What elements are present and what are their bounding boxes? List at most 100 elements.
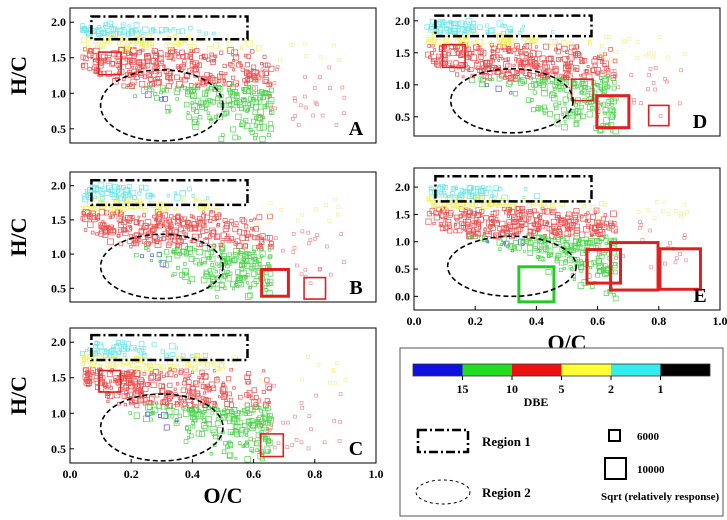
data-point [439,223,443,227]
data-point [267,248,272,252]
data-point [638,225,642,230]
data-point [205,383,210,389]
data-point [496,219,500,224]
data-point [222,83,226,87]
data-point [555,215,560,221]
data-point [601,216,606,222]
data-point [232,386,236,390]
data-point [463,189,468,194]
data-point [191,119,198,126]
data-point [179,28,185,34]
data-point [101,220,105,224]
data-point [197,114,203,120]
data-point [239,411,244,416]
data-point [244,402,250,408]
data-point [255,222,260,227]
data-point [291,232,296,236]
data-point [186,376,190,381]
data-point [299,440,304,445]
data-point [542,235,547,240]
data-point [506,219,512,225]
data-point [88,48,93,53]
data-point [224,109,230,115]
data-point [94,68,100,75]
data-point [247,102,251,106]
data-point [159,237,164,241]
data-point [292,246,297,250]
data-point [490,214,494,218]
data-point [678,252,683,256]
panel-label: B [349,277,362,299]
data-point [199,104,203,108]
data-point [116,233,121,238]
data-point [249,266,255,271]
data-point [561,40,567,46]
data-point [433,214,441,221]
data-point [488,201,493,207]
data-point [327,219,331,223]
data-point [140,390,145,395]
dbe-tick-label: 15 [457,382,469,396]
data-point [241,256,246,261]
data-point [496,20,503,27]
data-point [84,189,88,193]
data-point [262,104,266,108]
data-point [426,35,433,42]
data-point [260,67,265,71]
data-point [563,102,567,106]
data-point [292,96,297,100]
data-point [101,29,108,36]
data-point [565,82,569,86]
data-point [244,427,250,433]
data-point [98,222,105,229]
data-point [189,61,196,68]
data-point [118,221,124,228]
data-point [482,68,488,75]
data-point [666,211,671,216]
data-point [674,256,679,261]
data-point [545,222,549,226]
data-point [509,207,513,211]
data-point [265,383,272,390]
data-point [491,78,495,82]
data-point [237,441,242,445]
data-point [134,253,139,258]
data-point [620,39,625,44]
data-point [342,260,346,264]
data-point [265,429,270,433]
data-point [102,228,108,234]
data-point [192,123,199,131]
data-point [221,410,228,416]
data-point [173,229,179,235]
data-point [258,243,262,247]
data-point [471,211,477,217]
data-point [457,227,463,234]
data-point [265,62,271,68]
data-point [551,209,555,214]
data-point [246,251,251,256]
data-point [174,400,179,405]
data-point [266,81,272,88]
data-point [229,63,235,69]
data-point [536,255,540,259]
data-point [550,208,557,215]
data-point [107,238,114,246]
data-point [240,67,245,72]
x-tick-label: 0.6 [246,467,261,481]
data-point [113,72,120,79]
data-point [337,58,341,62]
data-point [514,227,521,234]
data-point [183,271,188,276]
data-point [639,101,643,106]
highlight-point [260,267,290,298]
data-point [226,376,232,382]
data-point [239,234,246,241]
region-1-box [90,178,249,207]
data-point [162,64,166,68]
data-point [478,81,485,88]
data-point [116,187,121,193]
data-point [188,433,194,439]
data-point [93,47,100,55]
data-point [465,204,470,209]
data-point [224,401,231,408]
